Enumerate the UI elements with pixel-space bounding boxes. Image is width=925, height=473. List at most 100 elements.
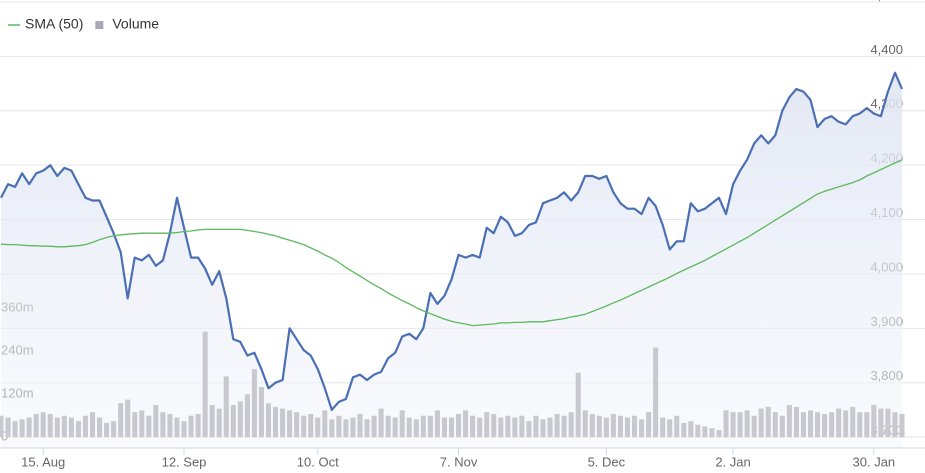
volume-bar — [807, 410, 814, 438]
volume-bar — [674, 415, 680, 438]
volume-bar — [315, 417, 321, 438]
volume-bar — [378, 408, 384, 438]
volume-bar — [40, 412, 46, 438]
volume-bar — [216, 408, 222, 438]
volume-bar — [371, 415, 377, 438]
volume-bar — [54, 417, 60, 438]
volume-bar — [547, 417, 553, 438]
legend-label: SMA (50) — [25, 16, 83, 32]
volume-bar — [653, 347, 659, 438]
volume-bar — [195, 413, 201, 438]
volume-bar — [33, 413, 39, 438]
volume-bar — [111, 421, 117, 438]
volume-bar — [322, 410, 328, 438]
volume-bar — [526, 421, 532, 438]
volume-bar — [280, 408, 286, 438]
volume-bar — [899, 413, 905, 438]
x-tick-label: 5. Dec — [588, 454, 626, 469]
volume-bar — [540, 419, 546, 438]
volume-bar — [160, 412, 166, 438]
volume-bar — [61, 415, 67, 438]
volume-bar — [603, 417, 609, 438]
x-tick-label: 2. Jan — [715, 454, 750, 469]
y-tick-label: 4,500 — [870, 0, 903, 2]
volume-bar — [258, 387, 264, 438]
volume-bar — [596, 415, 602, 438]
volume-bar — [118, 403, 124, 438]
volume-bar — [392, 417, 398, 438]
volume-bar — [202, 331, 208, 438]
volume-bar — [0, 415, 4, 438]
volume-bar — [399, 410, 405, 438]
volume-bar — [498, 417, 504, 438]
volume-bar — [364, 419, 370, 438]
volume-bar — [350, 417, 356, 438]
volume-bar — [477, 417, 483, 438]
volume-bar — [230, 405, 236, 438]
volume-bar — [427, 415, 433, 438]
volume-bar — [97, 417, 103, 438]
volume-bar — [617, 415, 623, 438]
volume-bar — [294, 412, 300, 438]
x-tick-label: 30. Jan — [853, 454, 896, 469]
volume-bar — [505, 415, 511, 438]
sma-line — [0, 159, 903, 327]
volume-bar — [822, 413, 828, 438]
volume-bar — [174, 417, 180, 438]
volume-bar — [19, 419, 25, 438]
volume-bar — [843, 410, 849, 438]
x-tick-label: 7. Nov — [440, 454, 478, 469]
volume-bar — [132, 412, 138, 438]
x-tick-label: 10. Oct — [297, 454, 339, 469]
volume-bar — [519, 415, 525, 438]
volume-bar — [470, 415, 476, 438]
volume-bar — [484, 412, 490, 438]
volume-bar — [639, 419, 645, 438]
volume-bar — [864, 412, 870, 438]
volume-bar — [885, 408, 891, 438]
volume-bar — [434, 410, 440, 438]
volume-bar — [308, 413, 314, 438]
volume-bar — [667, 419, 673, 438]
volume-bar — [287, 410, 293, 438]
volume-bar — [723, 410, 729, 438]
price-area — [1, 72, 902, 448]
volume-bar — [209, 405, 215, 438]
volume-bar — [814, 412, 821, 438]
volume-bar — [153, 405, 159, 438]
volume-bar — [793, 406, 799, 438]
volume-bar — [695, 424, 701, 438]
volume-bar — [251, 369, 257, 438]
volume-bar — [646, 412, 652, 438]
volume-bar — [575, 372, 581, 438]
volume-bar — [857, 412, 863, 438]
volume-bar — [448, 417, 455, 438]
volume-bar — [765, 406, 771, 438]
volume-bar — [329, 419, 335, 438]
volume-bar — [737, 412, 743, 438]
volume-bar — [12, 421, 18, 438]
volume-bar — [463, 410, 469, 438]
volume-bar — [181, 421, 187, 438]
volume-bar — [68, 417, 74, 438]
volume-bar — [800, 412, 806, 438]
volume-bar — [589, 413, 595, 438]
volume-bar — [5, 417, 11, 438]
volume-bar — [336, 415, 342, 438]
volume-bar — [441, 417, 447, 438]
volume-bar — [343, 419, 349, 438]
volume-bar — [146, 415, 152, 438]
volume-bar — [244, 394, 250, 438]
volume-bar — [357, 413, 363, 438]
volume-bar — [47, 413, 53, 438]
volume-bar — [406, 417, 412, 438]
volume-bar — [709, 428, 715, 438]
volume-bar — [836, 408, 842, 438]
volume-bar — [265, 403, 272, 438]
volume-bar — [167, 413, 173, 438]
volume-bar — [104, 422, 110, 438]
volume-bar — [850, 406, 856, 438]
volume-bar — [751, 415, 757, 438]
volume-bar — [491, 413, 497, 438]
